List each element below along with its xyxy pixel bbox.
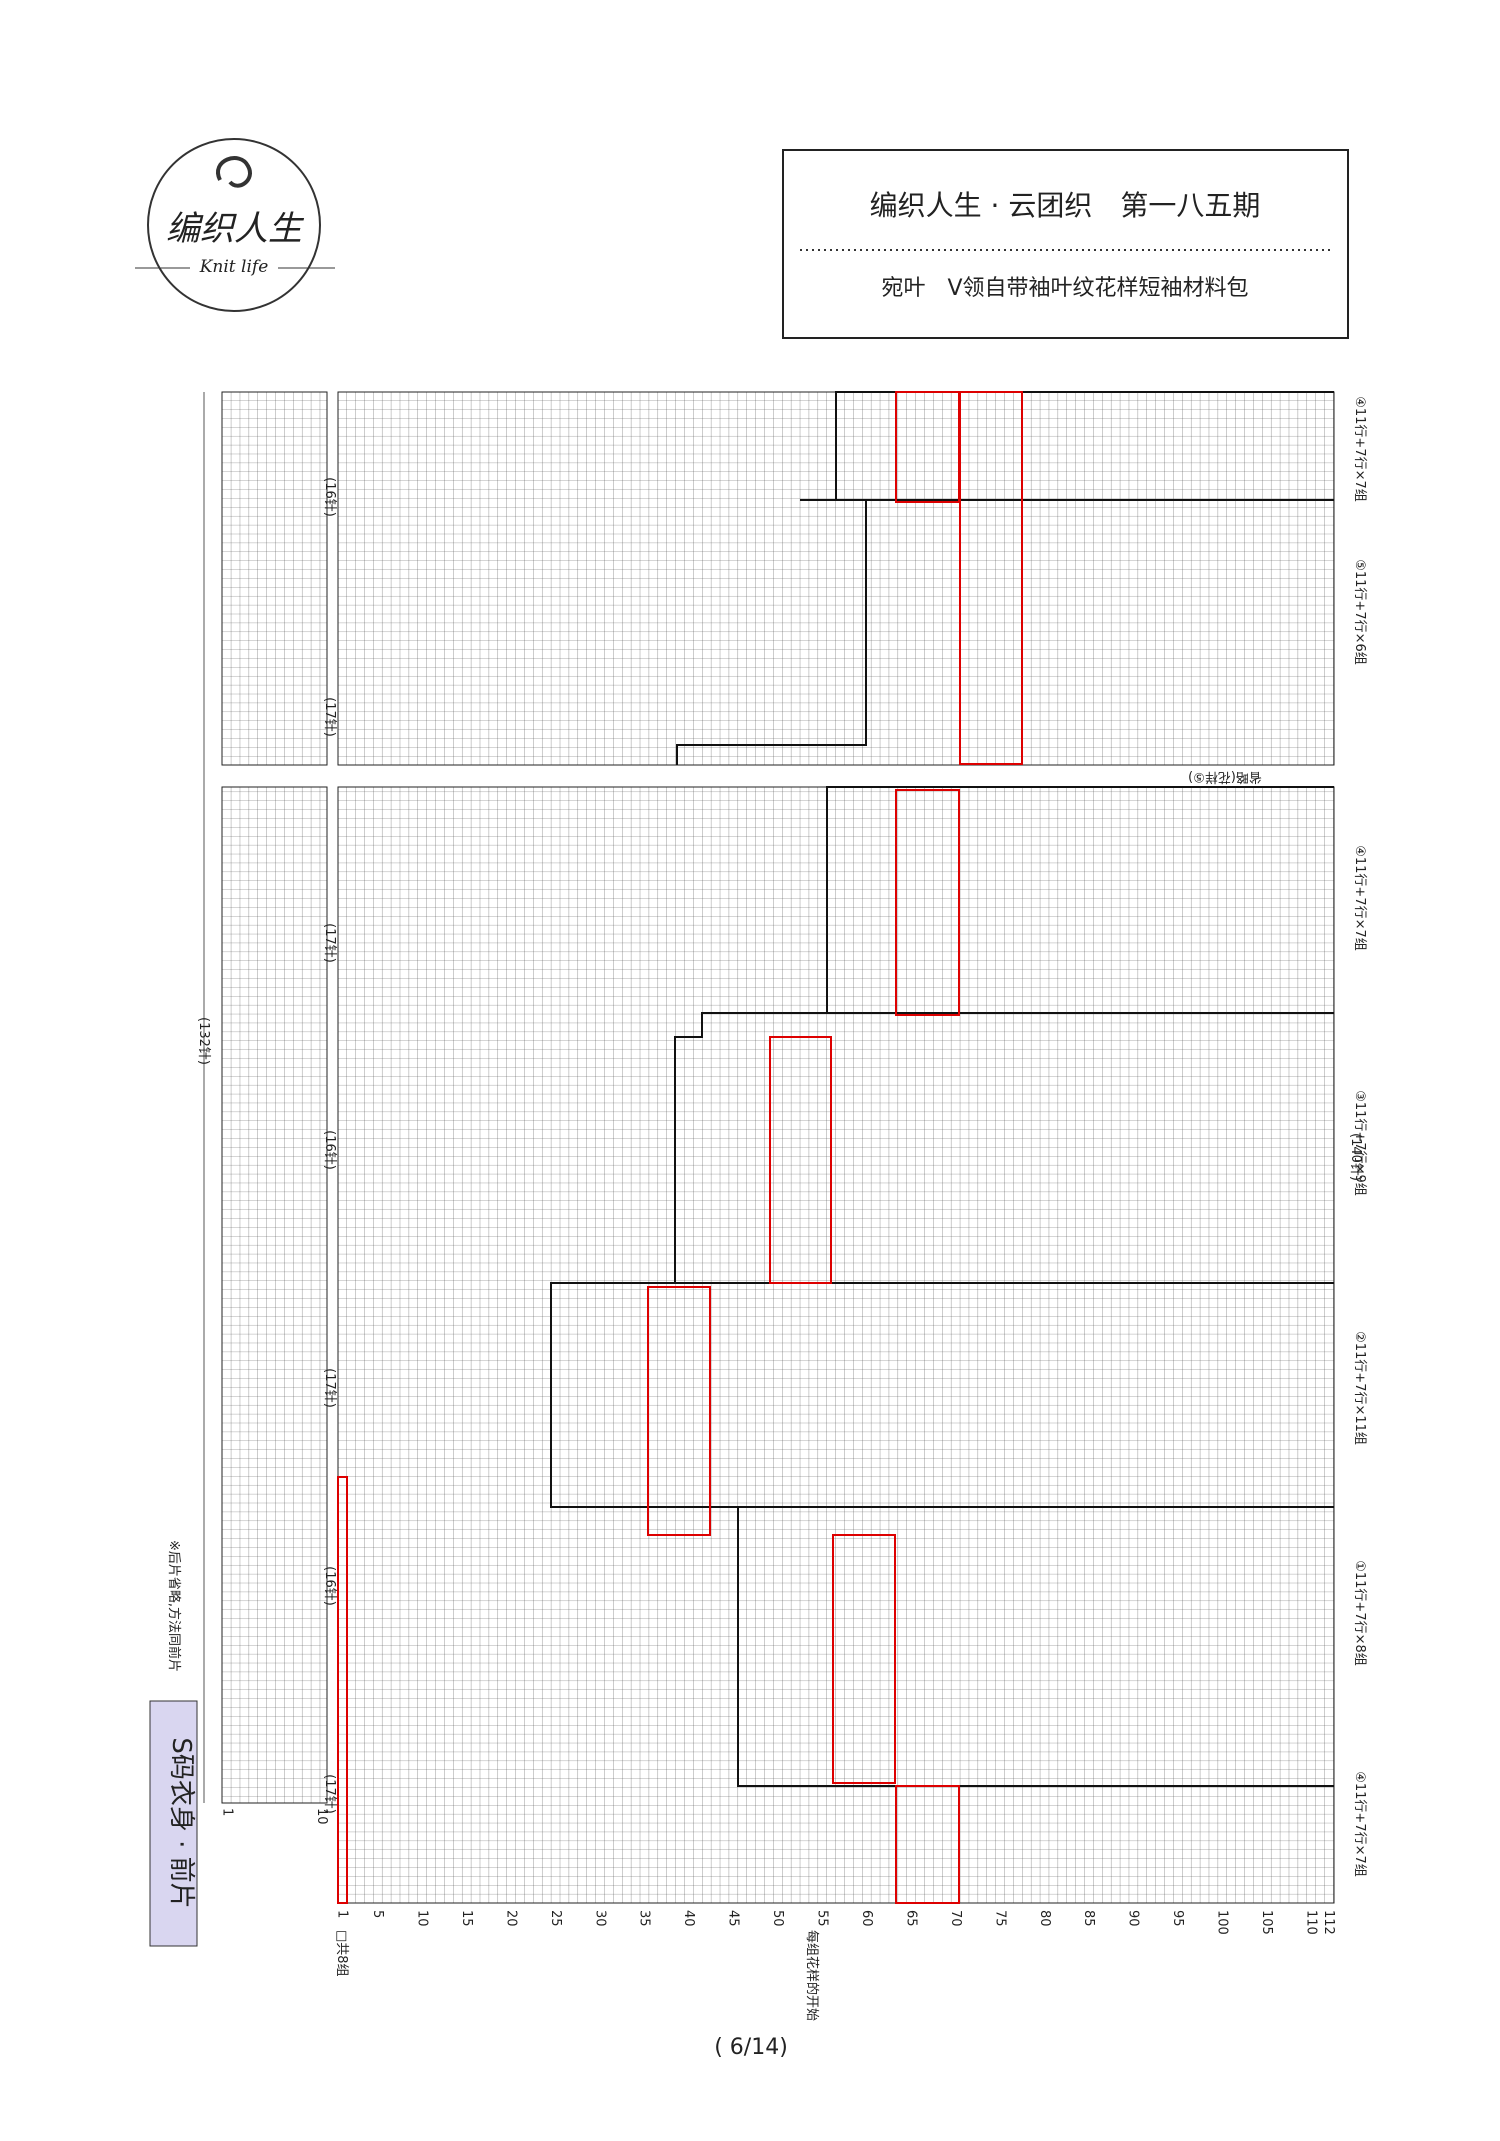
column-number: 60 — [859, 1910, 874, 1927]
stitch-count: (16针) — [322, 477, 337, 517]
logo-tagline: Knit life — [199, 257, 269, 277]
stitch-count: (17针) — [322, 697, 337, 737]
column-number: 85 — [1081, 1910, 1096, 1927]
row-number: 1 — [219, 1808, 234, 1816]
note: ※后片省略,方法同前片 — [166, 1540, 182, 1672]
column-number: 110 — [1303, 1910, 1318, 1935]
column-number: 112 — [1321, 1910, 1336, 1935]
column-number: 70 — [948, 1910, 963, 1927]
width-label: (140针) — [1348, 1133, 1363, 1181]
logo: 编织人生 Knit life — [135, 138, 335, 312]
omitted-label: 省略(花样⑤) — [1188, 769, 1262, 785]
total-stitches: (132针) — [196, 1017, 211, 1065]
column-number: 75 — [992, 1910, 1007, 1927]
side-label-box — [149, 1700, 198, 1947]
side-label: S码衣身 · 前片 — [166, 1737, 196, 1908]
pattern-label: ③11行+7行×9组 — [1352, 1090, 1367, 1196]
column-number: 95 — [1170, 1910, 1185, 1927]
pattern-label: ①11行+7行×8组 — [1352, 1560, 1367, 1666]
header-box — [782, 149, 1349, 339]
column-number: 15 — [459, 1910, 474, 1927]
pattern-label: ②11行+7行×11组 — [1352, 1331, 1367, 1445]
pattern-label: ⑤11行+7行×6组 — [1352, 559, 1367, 665]
row-number: 10 — [314, 1808, 329, 1825]
column-number: 90 — [1126, 1910, 1141, 1927]
column-number: 45 — [726, 1910, 741, 1927]
stitch-count: (17针) — [322, 923, 337, 963]
header-subtitle: 宛叶 V领自带袖叶纹花样短袖材料包 — [881, 276, 1248, 301]
start-note: 每组花样的开始 — [804, 1930, 820, 2021]
column-number: 5 — [370, 1910, 385, 1918]
column-number: 30 — [592, 1910, 607, 1927]
column-number: 105 — [1259, 1910, 1274, 1935]
stitch-count: (16针) — [322, 1566, 337, 1606]
stitch-count: (17针) — [322, 1774, 337, 1814]
column-number: 1 — [334, 1910, 349, 1918]
pattern-label: ④11行+7行×7组 — [1352, 1771, 1367, 1877]
pattern-label: ④11行+7行×7组 — [1352, 396, 1367, 502]
column-number: 10 — [414, 1910, 429, 1927]
repeat-boxes — [337, 391, 1023, 1904]
column-number: 20 — [503, 1910, 518, 1927]
page-number: ( 6/14) — [714, 2035, 788, 2060]
repeat-note: □共8组 — [334, 1930, 349, 1977]
stitch-count: (17针) — [322, 1368, 337, 1408]
column-number: 65 — [903, 1910, 918, 1927]
column-number: 80 — [1037, 1910, 1052, 1927]
column-number: 100 — [1215, 1910, 1230, 1935]
column-number: 35 — [637, 1910, 652, 1927]
column-number: 25 — [548, 1910, 563, 1927]
grid — [221, 391, 1335, 1904]
header-title: 编织人生 · 云团织 第一八五期 — [870, 189, 1261, 222]
column-number: 50 — [770, 1910, 785, 1927]
pattern-label: ④11行+7行×7组 — [1352, 845, 1367, 951]
stitch-count: (16针) — [322, 1130, 337, 1170]
column-number: 40 — [681, 1910, 696, 1927]
logo-name: 编织人生 — [166, 209, 305, 249]
column-number: 55 — [815, 1910, 830, 1927]
pattern-outlines — [550, 391, 1334, 1787]
